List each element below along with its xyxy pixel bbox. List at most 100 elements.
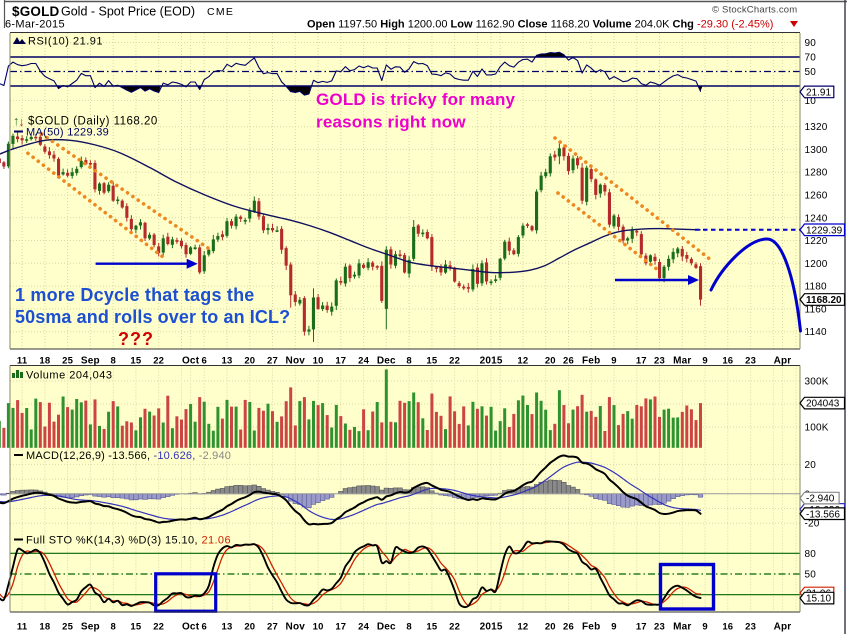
- svg-text:26: 26: [563, 356, 574, 367]
- svg-text:GOLD is tricky for many: GOLD is tricky for many: [316, 90, 516, 109]
- svg-text:MA(50) 1229.39: MA(50) 1229.39: [26, 127, 109, 139]
- svg-text:15: 15: [130, 356, 141, 367]
- svg-text:Sep: Sep: [81, 622, 100, 633]
- svg-text:1320: 1320: [805, 122, 828, 133]
- svg-text:15.10: 15.10: [806, 594, 831, 605]
- svg-text:1 more Dcycle that tags the: 1 more Dcycle that tags the: [15, 285, 254, 305]
- svg-text:Feb: Feb: [582, 622, 600, 633]
- svg-text:Mar: Mar: [673, 622, 691, 633]
- svg-text:16: 16: [722, 356, 733, 367]
- svg-text:Full STO %K(14,3) %D(3) 15.10,: Full STO %K(14,3) %D(3) 15.10, 21.06: [26, 535, 231, 547]
- svg-text:1180: 1180: [805, 282, 828, 293]
- svg-text:10: 10: [313, 622, 324, 633]
- svg-text:27: 27: [267, 622, 278, 633]
- svg-text:1168.20: 1168.20: [806, 295, 842, 306]
- svg-text:23: 23: [745, 356, 756, 367]
- svg-text:15: 15: [130, 622, 141, 633]
- svg-text:15: 15: [426, 356, 437, 367]
- svg-text:reasons right now: reasons right now: [316, 113, 466, 132]
- svg-text:-2.940: -2.940: [806, 494, 835, 505]
- svg-text:18: 18: [39, 356, 50, 367]
- svg-text:$GOLD (Daily) 1168.20: $GOLD (Daily) 1168.20: [28, 116, 158, 128]
- svg-text:Volume 204,043: Volume 204,043: [26, 370, 113, 382]
- svg-text:???: ???: [118, 329, 154, 349]
- svg-text:1280: 1280: [805, 168, 828, 179]
- svg-text:15: 15: [426, 622, 437, 633]
- svg-text:100K: 100K: [805, 423, 829, 434]
- svg-text:22: 22: [449, 356, 460, 367]
- svg-text:9: 9: [611, 356, 616, 367]
- svg-text:12: 12: [517, 622, 528, 633]
- svg-text:90: 90: [805, 38, 817, 49]
- svg-text:$GOLD: $GOLD: [12, 4, 60, 19]
- svg-text:Mar: Mar: [673, 356, 691, 367]
- svg-text:16: 16: [722, 622, 733, 633]
- svg-text:8: 8: [406, 622, 411, 633]
- svg-text:27: 27: [267, 356, 278, 367]
- svg-text:Gold - Spot Price (EOD): Gold - Spot Price (EOD): [61, 5, 195, 19]
- svg-text:↑↓: ↑↓: [13, 114, 24, 129]
- svg-text:-20: -20: [805, 519, 820, 530]
- svg-text:10: 10: [805, 96, 817, 107]
- svg-text:23: 23: [745, 622, 756, 633]
- svg-text:2015: 2015: [480, 356, 503, 367]
- svg-text:10: 10: [313, 356, 324, 367]
- svg-text:6: 6: [201, 622, 206, 633]
- svg-text:8: 8: [110, 356, 115, 367]
- svg-text:20: 20: [244, 356, 255, 367]
- svg-text:25: 25: [62, 356, 73, 367]
- svg-text:1140: 1140: [805, 327, 828, 338]
- svg-text:22: 22: [153, 356, 164, 367]
- svg-text:Dec: Dec: [377, 622, 396, 633]
- svg-text:MACD(12,26,9) -13.566, -10.626: MACD(12,26,9) -13.566, -10.626, -2.940: [26, 450, 231, 462]
- svg-text:2015: 2015: [480, 622, 503, 633]
- svg-text:22: 22: [449, 622, 460, 633]
- svg-text:Nov: Nov: [286, 622, 306, 633]
- svg-text:1220: 1220: [805, 236, 828, 247]
- svg-text:13: 13: [222, 622, 233, 633]
- svg-text:1240: 1240: [805, 213, 828, 224]
- svg-text:20: 20: [545, 356, 556, 367]
- svg-text:70: 70: [805, 53, 817, 64]
- svg-text:Apr: Apr: [774, 622, 792, 633]
- svg-text:20: 20: [805, 460, 817, 471]
- svg-text:8: 8: [110, 622, 115, 633]
- svg-text:6: 6: [201, 356, 206, 367]
- svg-text:300K: 300K: [805, 377, 829, 388]
- svg-text:9: 9: [702, 622, 707, 633]
- svg-text:11: 11: [17, 622, 28, 633]
- svg-text:23: 23: [654, 622, 665, 633]
- svg-text:Apr: Apr: [774, 356, 792, 367]
- svg-text:9: 9: [611, 622, 616, 633]
- svg-text:24: 24: [358, 356, 369, 367]
- svg-text:9: 9: [702, 356, 707, 367]
- svg-text:1160: 1160: [805, 304, 828, 315]
- svg-text:25: 25: [62, 622, 73, 633]
- svg-text:1200: 1200: [805, 259, 828, 270]
- svg-text:50: 50: [805, 570, 817, 581]
- svg-text:24: 24: [358, 622, 369, 633]
- svg-text:Oct: Oct: [182, 356, 200, 367]
- svg-text:21.91: 21.91: [806, 88, 831, 99]
- svg-text:11: 11: [17, 356, 28, 367]
- svg-text:12: 12: [517, 356, 528, 367]
- svg-text:26: 26: [563, 622, 574, 633]
- svg-text:20: 20: [545, 622, 556, 633]
- svg-text:50: 50: [805, 67, 817, 78]
- svg-text:8: 8: [406, 356, 411, 367]
- svg-text:Dec: Dec: [377, 356, 396, 367]
- svg-text:6-Mar-2015: 6-Mar-2015: [5, 19, 65, 31]
- svg-text:Nov: Nov: [286, 356, 306, 367]
- svg-text:CME: CME: [207, 6, 234, 18]
- svg-text:-13.566: -13.566: [806, 509, 840, 520]
- svg-text:17: 17: [335, 622, 346, 633]
- svg-text:17: 17: [335, 356, 346, 367]
- svg-text:23: 23: [654, 356, 665, 367]
- svg-text:50sma and rolls over to an ICL: 50sma and rolls over to an ICL?: [15, 307, 290, 327]
- svg-text:17: 17: [636, 356, 647, 367]
- svg-text:80: 80: [805, 549, 817, 560]
- svg-text:1260: 1260: [805, 191, 828, 202]
- svg-text:Sep: Sep: [81, 356, 100, 367]
- svg-text:RSI(10) 21.91: RSI(10) 21.91: [28, 36, 103, 48]
- svg-text:22: 22: [153, 622, 164, 633]
